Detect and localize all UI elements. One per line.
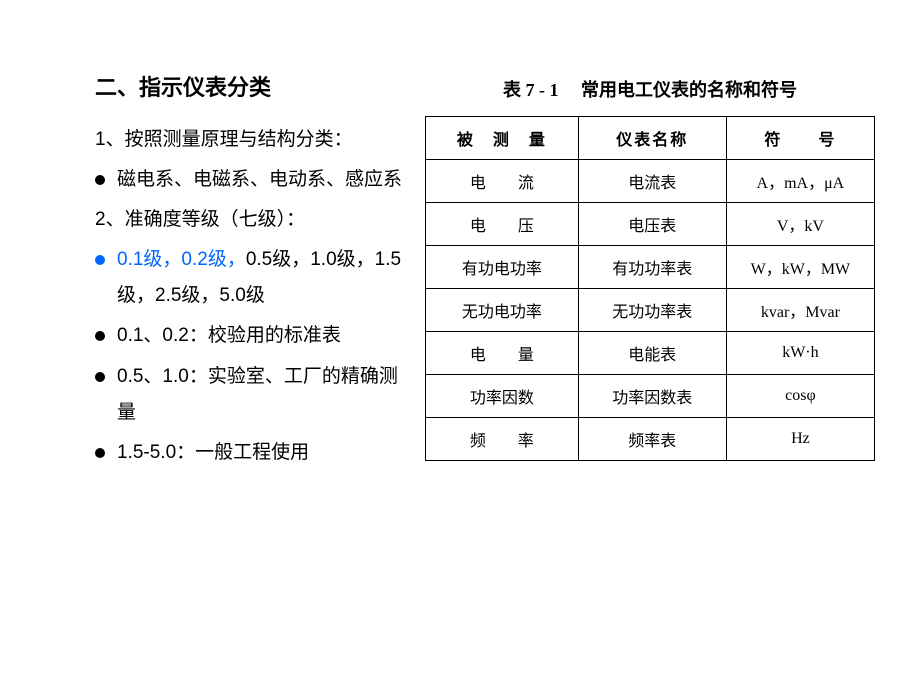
table-header-row: 被 测 量 仪表名称 符 号 [426,117,875,160]
table-cell: cosφ [726,375,874,418]
table-body: 电 流 电流表 A，mA，μA 电 压 电压表 V，kV 有功电功率 有功功率表… [426,160,875,461]
table-header-cell: 被 测 量 [426,117,579,160]
table-caption: 表 7 - 1 常用电工仪表的名称和符号 [425,76,875,102]
bullet-dot-icon [95,255,105,265]
table-cell: 无功功率表 [578,289,726,332]
bullet-dot-icon [95,331,105,341]
table-row: 功率因数 功率因数表 cosφ [426,375,875,418]
table-row: 电 流 电流表 A，mA，μA [426,160,875,203]
table-cell: 电 量 [426,332,579,375]
left-column: 二、指示仪表分类 1、按照测量原理与结构分类： 磁电系、电磁系、电动系、感应系 … [95,70,415,475]
table-header-cell: 符 号 [726,117,874,160]
table-cell: kW·h [726,332,874,375]
table-cell: Hz [726,418,874,461]
bullet-2-text: 0.1级，0.2级，0.5级，1.0级，1.5级，2.5级，5.0级 [117,242,415,314]
bullet-4-text: 0.5、1.0：实验室、工厂的精确测量 [117,359,415,431]
bullet-dot-icon [95,175,105,185]
table-cell: 有功功率表 [578,246,726,289]
bullet-2: 0.1级，0.2级，0.5级，1.0级，1.5级，2.5级，5.0级 [95,242,415,314]
bullet-3: 0.1、0.2：校验用的标准表 [95,318,415,354]
list-item-2: 2、准确度等级（七级）： [95,202,415,238]
table-cell: 电 流 [426,160,579,203]
table-caption-num: 表 7 - 1 [503,80,559,100]
table-cell: 功率因数 [426,375,579,418]
table-cell: 频率表 [578,418,726,461]
bullet-dot-icon [95,372,105,382]
table-caption-title: 常用电工仪表的名称和符号 [581,80,797,100]
table-row: 电 量 电能表 kW·h [426,332,875,375]
table-cell: 频 率 [426,418,579,461]
table-cell: 电能表 [578,332,726,375]
table-cell: kvar，Mvar [726,289,874,332]
bullet-1: 磁电系、电磁系、电动系、感应系 [95,162,415,198]
bullet-2-highlight: 0.1级，0.2级， [117,249,246,270]
table-cell: A，mA，μA [726,160,874,203]
right-column: 表 7 - 1 常用电工仪表的名称和符号 被 测 量 仪表名称 符 号 电 流 [425,70,875,461]
table-cell: 电压表 [578,203,726,246]
table-cell: 有功电功率 [426,246,579,289]
table-cell: 功率因数表 [578,375,726,418]
list-item-1: 1、按照测量原理与结构分类： [95,122,415,158]
table-cell: 电流表 [578,160,726,203]
table-row: 频 率 频率表 Hz [426,418,875,461]
table-cell: V，kV [726,203,874,246]
bullet-1-text: 磁电系、电磁系、电动系、感应系 [117,162,415,198]
bullet-5: 1.5-5.0：一般工程使用 [95,435,415,471]
bullet-4: 0.5、1.0：实验室、工厂的精确测量 [95,359,415,431]
table-cell: W，kW，MW [726,246,874,289]
section-heading: 二、指示仪表分类 [95,70,415,102]
table-row: 无功电功率 无功功率表 kvar，Mvar [426,289,875,332]
table-cell: 电 压 [426,203,579,246]
table-row: 有功电功率 有功功率表 W，kW，MW [426,246,875,289]
instrument-table: 被 测 量 仪表名称 符 号 电 流 电流表 A，mA，μA 电 压 电压表 V… [425,116,875,461]
table-header-cell: 仪表名称 [578,117,726,160]
table-cell: 无功电功率 [426,289,579,332]
bullet-5-text: 1.5-5.0：一般工程使用 [117,435,415,471]
bullet-3-text: 0.1、0.2：校验用的标准表 [117,318,415,354]
table-row: 电 压 电压表 V，kV [426,203,875,246]
bullet-dot-icon [95,448,105,458]
